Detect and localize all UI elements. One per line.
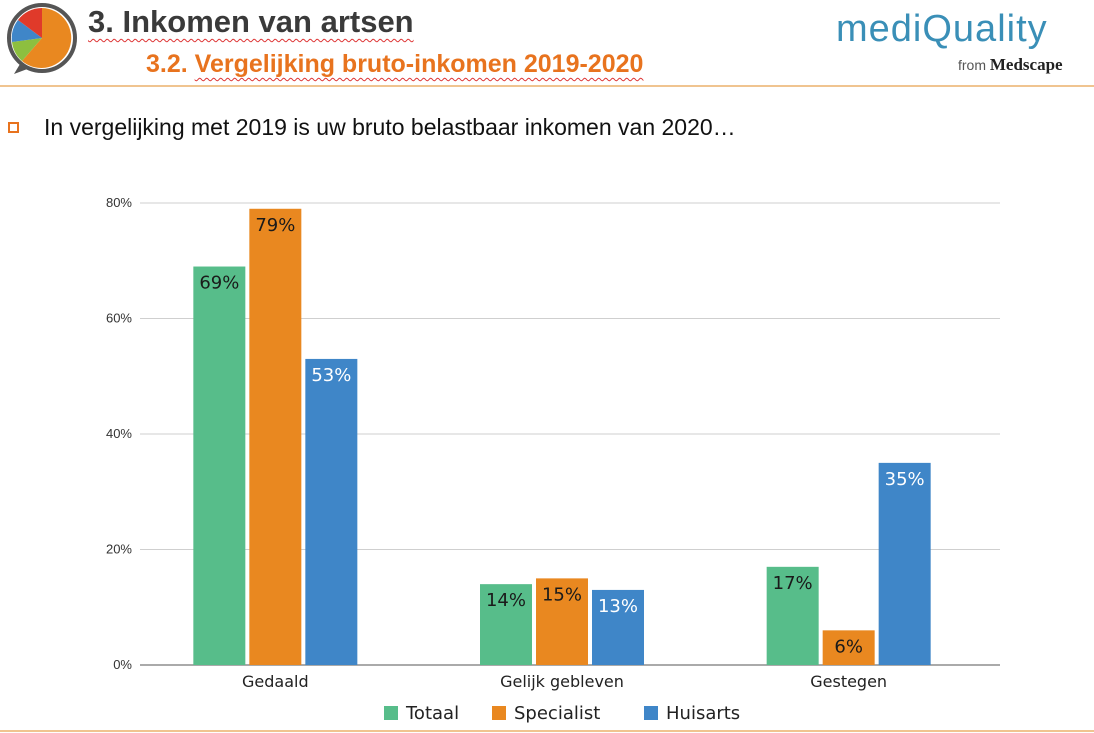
bar bbox=[305, 358, 358, 665]
brand-from-word: from bbox=[958, 57, 986, 73]
slide-header: 3. Inkomen van artsen 3.2. Vergelijking … bbox=[0, 0, 1094, 86]
header-divider bbox=[0, 85, 1094, 87]
bar bbox=[536, 578, 588, 665]
data-label: 69% bbox=[199, 273, 239, 294]
data-label: 6% bbox=[834, 636, 863, 657]
brand-logo: mediQuality from Medscape bbox=[836, 8, 1094, 78]
pie-chart-logo-icon bbox=[7, 3, 77, 74]
x-tick-label: Gestegen bbox=[810, 672, 887, 691]
data-label: 35% bbox=[885, 469, 925, 490]
bar bbox=[822, 630, 875, 665]
data-label: 79% bbox=[255, 215, 295, 236]
subtitle-main: Vergelijking bruto-inkomen 2019-2020 bbox=[194, 50, 644, 78]
y-tick-label: 20% bbox=[106, 542, 132, 557]
brand-name: mediQuality bbox=[836, 8, 1048, 50]
bar bbox=[878, 462, 931, 665]
data-label: 53% bbox=[311, 365, 351, 386]
legend-swatch bbox=[644, 706, 658, 720]
brand-from: from Medscape bbox=[958, 55, 1063, 75]
footer-divider bbox=[0, 730, 1094, 732]
legend-label: Specialist bbox=[514, 703, 600, 724]
legend-swatch bbox=[492, 706, 506, 720]
data-label: 14% bbox=[486, 590, 526, 611]
x-tick-label: Gelijk gebleven bbox=[500, 672, 624, 691]
y-tick-label: 40% bbox=[106, 426, 132, 441]
legend-label: Huisarts bbox=[666, 703, 740, 724]
y-tick-label: 60% bbox=[106, 311, 132, 326]
subtitle-prefix: 3.2. bbox=[146, 50, 195, 78]
page-title: 3. Inkomen van artsen bbox=[88, 4, 414, 39]
bullet-text: In vergelijking met 2019 is uw bruto bel… bbox=[44, 114, 736, 140]
bar-chart: 0% 20% 40% 60% 80% 69% 79% 53% Gedaald 14% 15% 13% G… bbox=[106, 195, 1000, 724]
bar bbox=[592, 589, 644, 665]
bar bbox=[766, 566, 819, 665]
y-tick-label: 0% bbox=[113, 657, 132, 672]
bar bbox=[480, 584, 532, 665]
page-subtitle: 3.2. Vergelijking bruto-inkomen 2019-202… bbox=[146, 50, 643, 79]
legend-swatch bbox=[384, 706, 398, 720]
data-label: 15% bbox=[542, 584, 582, 605]
legend-label: Totaal bbox=[405, 703, 459, 724]
bar bbox=[193, 266, 246, 665]
brand-parent: Medscape bbox=[989, 55, 1063, 74]
x-tick-label: Gedaald bbox=[242, 672, 309, 691]
y-tick-label: 80% bbox=[106, 195, 132, 210]
data-label: 13% bbox=[598, 596, 638, 617]
bullet-square-icon bbox=[8, 122, 19, 133]
bar bbox=[249, 208, 302, 665]
data-label: 17% bbox=[773, 573, 813, 594]
